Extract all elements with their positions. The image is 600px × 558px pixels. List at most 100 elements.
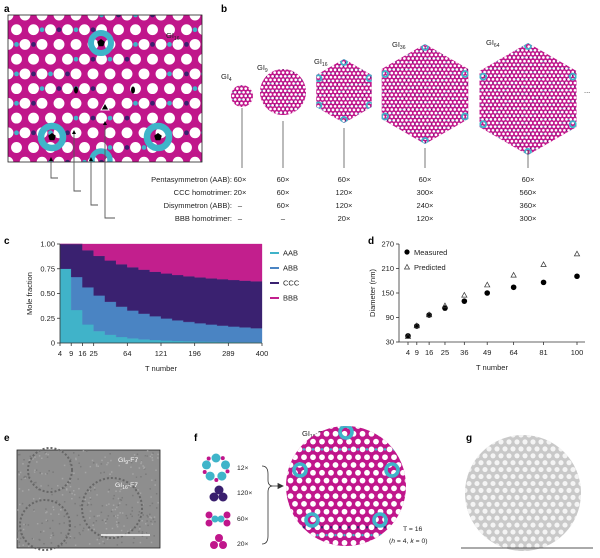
x-tick-label: 121: [155, 349, 168, 358]
point-predicted: [425, 311, 433, 318]
pentamer-symbol: [97, 39, 105, 47]
table-cell: 60×: [277, 201, 290, 210]
legend-label-measured: Measured: [414, 248, 447, 257]
arrow-bbb: [104, 124, 115, 219]
table-cell: 360×: [520, 201, 537, 210]
y-tick-label: 0: [51, 339, 55, 348]
x-tick-label: 196: [188, 349, 201, 358]
point-predicted: [441, 302, 449, 309]
y-tick-label: 0.75: [40, 264, 55, 273]
legend-marker-predicted: [403, 263, 411, 270]
table-row-label: CCC homotrimer:: [174, 188, 232, 197]
point-measured: [461, 298, 468, 304]
x-tick-label: 289: [222, 349, 235, 358]
chart-diameter: 30 90 150 210 270 4 9 16 25 36 49 64 81 100 T number Di…: [368, 240, 585, 372]
y-tick-label: 1.00: [40, 240, 55, 249]
table-row-label: Pentasymmetron (AAB):: [151, 175, 232, 184]
y-tick-label: 0.25: [40, 314, 55, 323]
table-cell: 60×: [277, 175, 290, 184]
panel-label-f: f: [194, 433, 198, 444]
particle: [81, 477, 143, 539]
x-tick-label: 64: [123, 349, 131, 358]
y-tick-label: 270: [381, 240, 394, 249]
twofold-symbol: [131, 86, 135, 94]
arrow-pentasymmetron: [50, 160, 58, 179]
arrow-disymmetron: [90, 160, 98, 206]
table-cell: 120×: [336, 188, 353, 197]
count-pentasymmetron: 12×: [237, 465, 249, 472]
micrograph-label-gi9: GI9-F7: [118, 457, 138, 466]
legend-label-ccc: CCC: [283, 279, 300, 288]
y-tick-label: 150: [381, 289, 394, 298]
point-predicted: [540, 261, 547, 267]
x-axis-title: T number: [476, 363, 508, 372]
point-predicted: [461, 291, 468, 298]
twofold-symbol: [74, 86, 78, 94]
table-cell: 300×: [417, 188, 434, 197]
panel-a-structure-label: GI16: [166, 31, 180, 42]
table-cell: 60×: [277, 188, 290, 197]
assembly-components: [201, 453, 231, 549]
count-disymmetron: 60×: [237, 516, 249, 523]
x-axis-title: T number: [145, 364, 177, 373]
table-cell: 120×: [336, 201, 353, 210]
x-tick-label: 25: [89, 349, 97, 358]
point-measured: [442, 305, 448, 311]
point-predicted: [573, 250, 581, 257]
point-measured: [574, 273, 580, 280]
arrow-ccc: [73, 133, 81, 192]
panel-label-c: c: [4, 236, 10, 247]
y-axis-title: Mole fraction: [25, 272, 34, 315]
table-row-label: BBB homotrimer:: [175, 214, 232, 223]
structure-label-gi64: GI64: [486, 38, 500, 49]
cage-gi64: [479, 43, 577, 155]
point-measured: [405, 333, 411, 339]
panel-label-a: a: [4, 4, 10, 15]
pentasymmetron-icon: [201, 453, 231, 482]
structure-label-gi16: GI16: [314, 57, 328, 68]
count-bbb-homotrimer: 20×: [237, 541, 249, 548]
x-tick-label: 25: [441, 348, 449, 357]
panel-label-d: d: [368, 236, 374, 247]
point-predicted: [404, 332, 412, 339]
panel-b-structure-labels: GI4 GI9 GI16 GI36 GI64 ...: [221, 38, 590, 95]
count-ccc-homotrimer: 120×: [237, 490, 252, 497]
panel-label-b: b: [221, 4, 227, 15]
table-cell: 20×: [338, 214, 351, 223]
chart-d-axes: [398, 244, 585, 343]
assembly-brace-arrow: [261, 465, 284, 545]
pentamer-symbol: [48, 133, 56, 141]
point-measured: [510, 284, 517, 291]
area-bbb: [60, 243, 263, 282]
panel-label-g: g: [466, 433, 472, 444]
x-tick-label: 9: [415, 348, 419, 357]
gi16-f7-assembly: [286, 426, 406, 546]
table-cell: –: [238, 214, 243, 223]
point-measured: [540, 279, 547, 286]
ccc-homotrimer-icon: [209, 485, 228, 502]
point-measured: [484, 290, 491, 296]
cryo-em-density-map: [465, 435, 581, 551]
panel-a-structure: [7, 14, 203, 163]
table-cell: 300×: [520, 214, 537, 223]
table-cell: –: [238, 201, 243, 210]
x-tick-label: 100: [571, 348, 584, 357]
hk-label: (h = 4, k = 0): [389, 538, 428, 545]
table-cell: 60×: [522, 175, 535, 184]
structure-label-gi36: GI36: [392, 40, 406, 51]
panel-a-callout-arrows: [49, 121, 115, 219]
panel-b-cages: [231, 43, 577, 155]
chart-mole-fraction: 0 0.25 0.50 0.75 1.00 4 9 16 25 64 121 196 289 400 T n…: [25, 240, 300, 374]
cage-gi4: [231, 85, 253, 107]
disymmetron-icon: [205, 511, 231, 527]
x-tick-label: 4: [58, 349, 62, 358]
ellipsis: ...: [584, 86, 590, 95]
table-cell: 120×: [417, 214, 434, 223]
legend-label-abb: ABB: [283, 264, 298, 273]
legend-label-aab: AAB: [283, 249, 298, 258]
panel-label-e: e: [4, 433, 10, 444]
t-number-label: T = 16: [403, 526, 423, 533]
table-cell: 240×: [417, 201, 434, 210]
cage-gi9: [260, 69, 306, 115]
